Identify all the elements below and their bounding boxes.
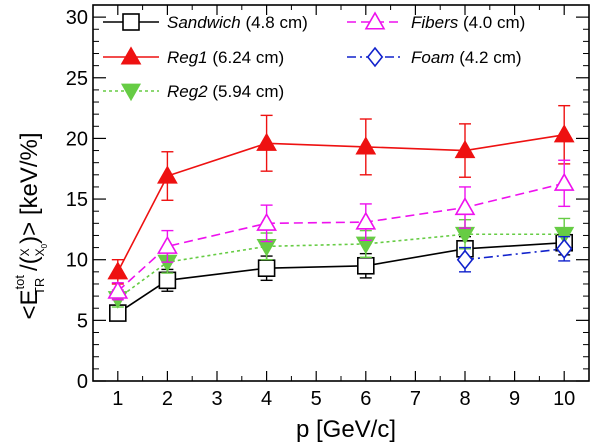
legend-label-reg1: Reg1 (6.24 cm) [167,48,284,67]
legend-suffix-reg2: (5.94 cm) [208,82,285,101]
legend-marker-foam [366,46,384,68]
series-line-reg1 [117,133,565,273]
series-foam [456,235,573,273]
legend-entry-sandwich: Sandwich (4.8 cm) [103,13,308,32]
y-tick-label: 5 [77,310,88,332]
legend-entry-foam: Foam (4.2 cm) [347,46,522,68]
legend-marker-reg2 [120,83,142,102]
y-title-lead: <E [16,289,43,319]
legend-name-fibers: Fibers [411,13,459,32]
legend-name-foam: Foam [411,48,454,67]
y-title-mid: /( [16,256,43,277]
data-point-fibers [107,280,129,299]
series-reg1 [107,104,575,285]
data-point-reg1 [157,165,178,184]
series-line-reg2 [117,233,565,300]
series-layer [107,104,575,322]
y-tick-label: 20 [66,128,88,150]
legend-suffix-sandwich: (4.8 cm) [241,13,308,32]
data-point-sandwich [257,259,276,278]
series-line-foam [464,247,565,261]
y-tick-label: 10 [66,250,88,272]
x-tick-label: 3 [211,388,222,410]
y-title-frac-den-sub: 0 [40,243,49,248]
y-title-sub: TR [32,278,47,295]
legend-entry-fibers: Fibers (4.0 cm) [347,11,525,32]
x-tick-label: 2 [162,388,173,410]
data-point-fibers [454,196,476,216]
data-point-foam [456,249,474,270]
y-title-frac-num: X [18,248,32,256]
data-point-fibers [256,212,277,231]
data-point-sandwich [356,256,375,275]
legend-suffix-fibers: (4.0 cm) [458,13,525,32]
series-fibers [107,159,575,301]
legend: Sandwich (4.8 cm)Reg1 (6.24 cm)Reg2 (5.9… [103,11,525,102]
x-tick-label: 8 [459,388,470,410]
legend-marker-sandwich [122,13,140,31]
legend-label-reg2: Reg2 (5.94 cm) [167,82,284,101]
legend-label-fibers: Fibers (4.0 cm) [411,13,525,32]
y-tick-label: 0 [77,371,88,393]
data-point-reg1 [256,132,277,151]
legend-entry-reg2: Reg2 (5.94 cm) [103,82,284,102]
x-tick-label: 4 [261,388,272,410]
x-tick-label: 9 [509,388,520,410]
data-point-reg1 [107,261,129,280]
legend-label-foam: Foam (4.2 cm) [411,48,522,67]
data-point-fibers [553,172,575,191]
data-point-foam [555,238,573,260]
legend-marker-reg1 [120,46,142,65]
x-axis-title: p [GeV/c] [296,416,396,443]
y-tick-label: 30 [66,7,88,29]
x-tick-label: 1 [112,388,123,410]
series-reg2 [107,217,575,309]
data-point-fibers [157,235,178,254]
legend-suffix-foam: (4.2 cm) [454,48,521,67]
legend-entry-reg1: Reg1 (6.24 cm) [103,46,284,67]
y-tick-label: 15 [66,189,88,211]
axes: 1 2 3 4 5 6 7 8 9 10 0 5 10 15 20 25 30 [66,4,590,410]
y-axis-title: <Etot TR /(XX0)> [keV/%] [12,132,49,319]
x-tick-label: 7 [410,388,421,410]
legend-marker-fibers [364,11,386,30]
legend-name-reg2: Reg2 [167,82,208,101]
y-title-frac-den: X [33,248,47,256]
data-point-reg1 [355,136,377,155]
data-point-sandwich [158,271,177,290]
legend-label-sandwich: Sandwich (4.8 cm) [167,13,308,32]
data-point-fibers [355,211,377,230]
legend-suffix-reg1: (6.24 cm) [208,48,285,67]
y-title-tail: )> [keV/%] [16,132,43,243]
series-line-fibers [117,182,565,292]
data-point-reg1 [553,124,575,143]
data-point-reg1 [454,139,476,159]
x-tick-label: 10 [553,388,575,410]
x-tick-label: 5 [311,388,322,410]
legend-name-sandwich: Sandwich [167,13,241,32]
x-tick-label: 6 [360,388,371,410]
data-point-reg2 [554,226,575,245]
series-line-sandwich [117,241,565,314]
legend-name-reg1: Reg1 [167,48,208,67]
y-title-sup: tot [12,275,27,290]
y-tick-label: 25 [66,68,88,90]
